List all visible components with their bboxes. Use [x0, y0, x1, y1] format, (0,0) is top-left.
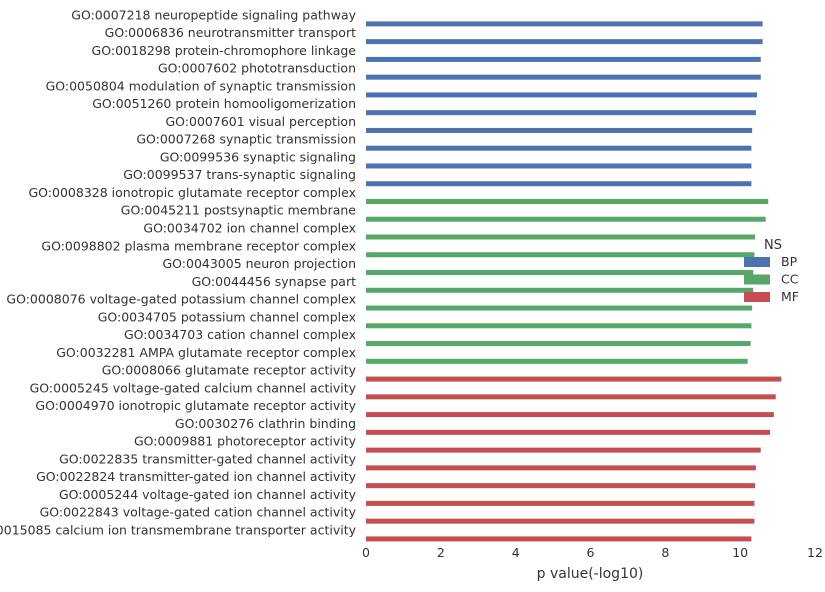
y-tick-label: GO:0005245 voltage-gated calcium channel… [30, 380, 357, 395]
y-tick-label: GO:0015085 calcium ion transmembrane tra… [0, 522, 357, 537]
x-tick-label: 8 [661, 545, 669, 560]
x-tick-label: 6 [587, 545, 595, 560]
legend-swatch-mf [744, 292, 770, 302]
y-tick-label: GO:0007602 phototransduction [158, 61, 356, 76]
bar-go-0034702 [366, 234, 756, 240]
bar-go-0018298 [366, 56, 761, 62]
bar-go-0044456 [366, 287, 754, 293]
bar-go-0030276 [366, 429, 771, 435]
bar-go-0050804 [366, 92, 758, 98]
y-tick-label: GO:0008066 glutamate receptor activity [102, 363, 357, 378]
bars-layer [366, 21, 782, 542]
y-tick-label: GO:0005244 voltage-gated ion channel act… [59, 487, 357, 502]
y-tick-labels: GO:0007218 neuropeptide signaling pathwa… [0, 7, 357, 537]
bar-go-0043005 [366, 270, 754, 276]
bar-go-0007268 [366, 145, 752, 151]
bar-go-0007218 [366, 21, 763, 27]
y-tick-label: GO:0030276 clathrin binding [175, 416, 356, 431]
y-tick-label: GO:0034705 potassium channel complex [98, 309, 356, 324]
y-tick-label: GO:0098802 plasma membrane receptor comp… [41, 238, 356, 253]
bar-go-0015085 [366, 536, 752, 542]
bar-go-0099537 [366, 181, 752, 187]
y-tick-label: GO:0004970 ionotropic glutamate receptor… [35, 398, 356, 413]
x-tick-label: 0 [362, 545, 370, 560]
bar-go-0045211 [366, 216, 766, 222]
y-tick-label: GO:0099536 synaptic signaling [160, 149, 356, 164]
y-tick-label: GO:0043005 neuron projection [162, 256, 356, 271]
y-tick-label: GO:0018298 protein-chromophore linkage [92, 43, 357, 58]
bar-go-0005245 [366, 394, 776, 400]
bar-go-0007601 [366, 127, 753, 133]
y-tick-label: GO:0032281 AMPA glutamate receptor compl… [56, 345, 356, 360]
x-tick-label: 10 [732, 545, 748, 560]
bar-go-0006836 [366, 39, 763, 45]
bar-go-0051260 [366, 110, 756, 116]
bar-go-0034703 [366, 341, 751, 347]
y-tick-label: GO:0006836 neurotransmitter transport [105, 25, 356, 40]
bar-go-0009881 [366, 447, 761, 453]
y-tick-label: GO:0008328 ionotropic glutamate receptor… [29, 185, 357, 200]
x-tick-label: 4 [512, 545, 520, 560]
bar-go-0022843 [366, 518, 755, 524]
y-tick-label: GO:0050804 modulation of synaptic transm… [46, 78, 356, 93]
y-tick-label: GO:0034703 cation channel complex [124, 327, 356, 342]
x-tick-label: 12 [807, 545, 823, 560]
y-tick-label: GO:0008076 voltage-gated potassium chann… [6, 292, 356, 307]
legend-label-bp: BP [781, 254, 798, 269]
bar-go-0008076 [366, 305, 753, 311]
y-tick-label: GO:0007268 synaptic transmission [136, 132, 356, 147]
y-tick-label: GO:0099537 trans-synaptic signaling [123, 167, 356, 182]
legend-label-cc: CC [781, 272, 799, 287]
bar-go-0007602 [366, 74, 761, 80]
bar-go-0032281 [366, 358, 748, 364]
bar-go-0022835 [366, 465, 756, 471]
legend-label-mf: MF [781, 289, 799, 304]
y-tick-label: GO:0045211 postsynaptic membrane [121, 203, 357, 218]
legend: NS BP CC MF [744, 238, 799, 304]
legend-swatch-bp [744, 257, 770, 267]
bar-go-0008328 [366, 198, 769, 204]
y-tick-label: GO:0051260 protein homooligomerization [92, 96, 356, 111]
x-tick-label: 2 [437, 545, 445, 560]
y-tick-label: GO:0007218 neuropeptide signaling pathwa… [71, 7, 356, 22]
bar-go-0004970 [366, 412, 774, 418]
y-tick-label: GO:0022843 voltage-gated cation channel … [40, 505, 357, 520]
y-tick-label: GO:0007601 visual perception [165, 114, 356, 129]
y-tick-label: GO:0009881 photoreceptor activity [134, 434, 357, 449]
legend-swatch-cc [744, 274, 770, 285]
bar-go-0005244 [366, 500, 755, 506]
x-axis-label: p value(-log10) [537, 566, 644, 582]
y-tick-label: GO:0034702 ion channel complex [143, 221, 356, 236]
bar-go-0034705 [366, 323, 752, 329]
legend-title: NS [764, 238, 782, 253]
bar-go-0008066 [366, 376, 782, 382]
bar-go-0098802 [366, 252, 755, 258]
y-tick-label: GO:0022824 transmitter-gated ion channel… [36, 469, 357, 484]
y-tick-label: GO:0044456 synapse part [192, 274, 356, 289]
bar-go-0022824 [366, 483, 756, 489]
y-tick-label: GO:0022835 transmitter-gated channel act… [59, 451, 356, 466]
bar-go-0099536 [366, 163, 752, 169]
x-tick-labels: 0 2 4 6 8 10 12 [362, 545, 823, 560]
